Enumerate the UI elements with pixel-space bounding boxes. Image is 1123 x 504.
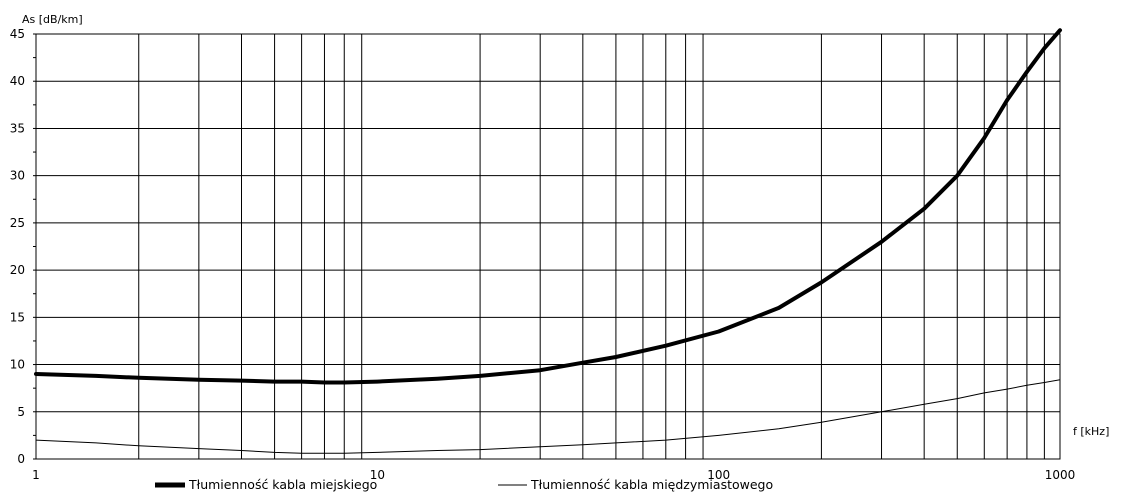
y-tick-label: 40 xyxy=(10,74,25,88)
legend-item-city-cable: Tłumienność kabla miejskiego xyxy=(155,477,377,492)
y-tick-label: 35 xyxy=(10,121,25,135)
x-tick-label: 10 xyxy=(370,468,385,482)
y-tick-label: 45 xyxy=(10,27,25,41)
legend-label-city-cable: Tłumienność kabla miejskiego xyxy=(188,477,377,492)
y-tick-label: 30 xyxy=(10,169,25,183)
legend-item-intercity-cable: Tłumienność kabla międzymiastowego xyxy=(498,477,773,492)
plot-frame xyxy=(35,33,1061,460)
y-tick-label: 5 xyxy=(17,405,25,419)
y-tick-label: 10 xyxy=(10,358,25,372)
grid xyxy=(33,33,1060,460)
legend-label-intercity-cable: Tłumienność kabla międzymiastowego xyxy=(530,477,773,492)
x-axis-label: f [kHz] xyxy=(1073,425,1109,438)
y-tick-label: 15 xyxy=(10,310,25,324)
y-tick-label: 25 xyxy=(10,216,25,230)
y-tick-label: 0 xyxy=(17,452,25,466)
x-tick-label: 1000 xyxy=(1045,468,1076,482)
y-tick-labels: 0 5 10 15 20 25 30 35 40 45 xyxy=(10,27,25,466)
x-tick-labels: 1 10 100 1000 xyxy=(32,468,1075,482)
series-line-city-cable xyxy=(34,28,1062,385)
legend: Tłumienność kabla miejskiego Tłumienność… xyxy=(155,477,773,492)
y-tick-label: 20 xyxy=(10,263,25,277)
y-axis-label: As [dB/km] xyxy=(22,13,83,26)
series-lines xyxy=(34,28,1062,454)
x-tick-label: 100 xyxy=(707,468,730,482)
x-tick-label: 1 xyxy=(32,468,40,482)
series-line-intercity-cable xyxy=(35,379,1061,454)
plot-area-border xyxy=(35,33,1061,460)
